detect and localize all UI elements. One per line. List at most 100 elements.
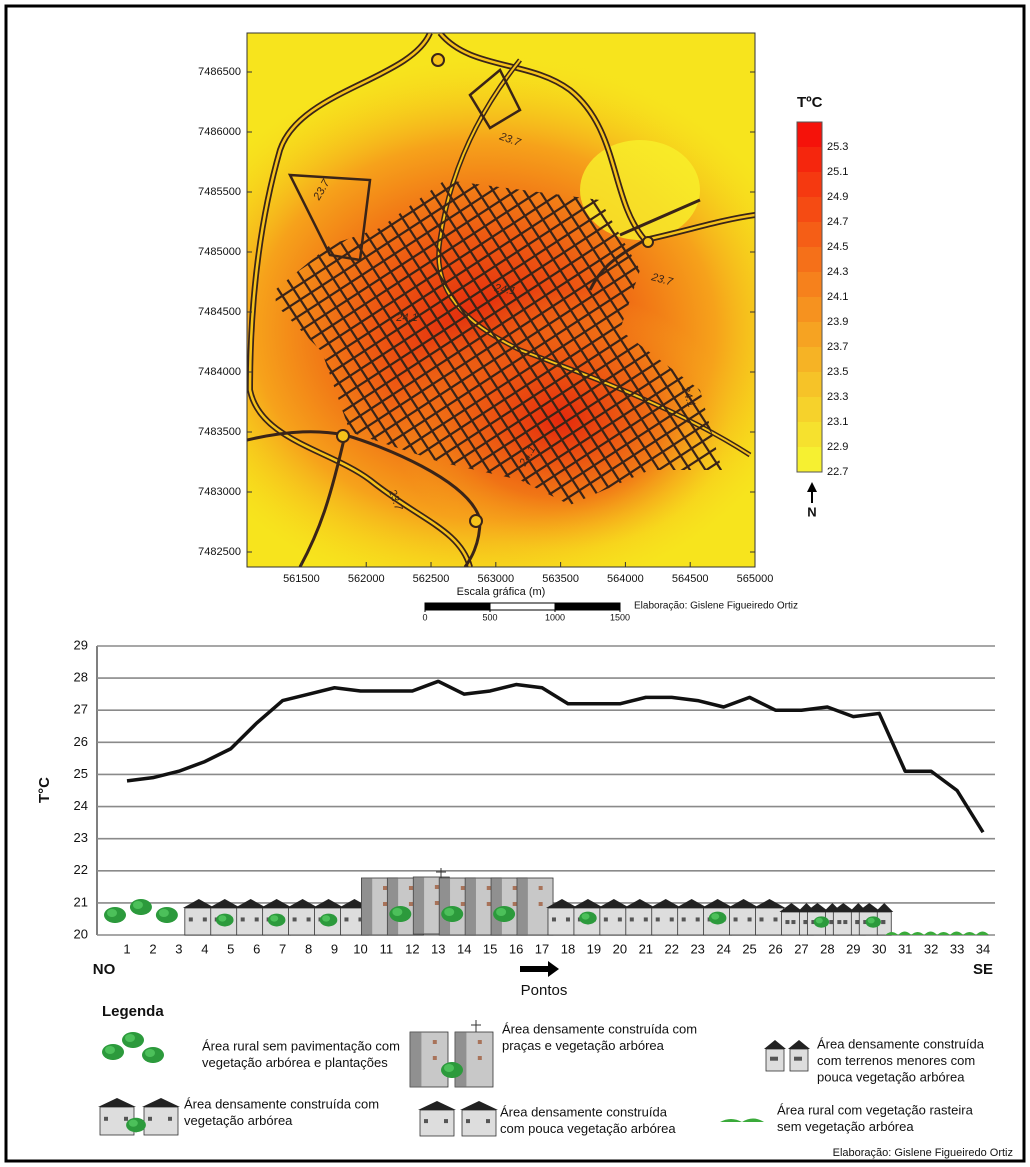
x-tick-label: 33 <box>950 941 964 956</box>
colorbar-tick-label: 24.7 <box>827 216 848 228</box>
window <box>444 1119 448 1123</box>
window <box>837 920 841 924</box>
window <box>785 920 789 924</box>
scale-tick-label: 0 <box>422 612 427 622</box>
legend-text: sem vegetação arbórea <box>777 1119 914 1134</box>
x-tick-label: 31 <box>898 941 912 956</box>
colorbar-cell <box>797 347 822 372</box>
x-tick-label: 8 <box>305 941 312 956</box>
window <box>409 886 413 890</box>
roof <box>875 903 893 912</box>
y-tick-label: 7484500 <box>198 306 241 318</box>
window <box>644 917 648 921</box>
house <box>289 908 317 935</box>
window <box>604 917 608 921</box>
window <box>774 1057 778 1061</box>
roof <box>460 1101 498 1110</box>
tree-crown <box>392 908 402 916</box>
x-tick-label: 28 <box>820 941 834 956</box>
window <box>255 917 259 921</box>
y-axis-label: T°C <box>36 777 53 803</box>
window <box>293 917 297 921</box>
tree-crown <box>125 1034 135 1042</box>
colorbar-tick-label: 24.3 <box>827 266 848 278</box>
window <box>881 920 885 924</box>
house <box>730 908 758 935</box>
land-use-strip <box>104 877 989 935</box>
x-tick-label: 565000 <box>737 573 774 585</box>
roof <box>788 1040 810 1049</box>
start-label: NO <box>93 961 116 978</box>
end-label: SE <box>973 961 993 978</box>
y-tick-label: 7485500 <box>198 186 241 198</box>
x-tick-label: 10 <box>353 941 367 956</box>
legend-text: vegetação arbórea e plantações <box>202 1055 388 1070</box>
x-tick-label: 563500 <box>542 573 579 585</box>
house <box>144 1107 178 1135</box>
x-tick-label: 16 <box>509 941 523 956</box>
x-tick-label: 19 <box>587 941 601 956</box>
tree-crown <box>444 1064 454 1072</box>
x-tick-label: 12 <box>405 941 419 956</box>
window <box>124 1117 128 1121</box>
y-tick-label: 7486500 <box>198 66 241 78</box>
window <box>760 917 764 921</box>
colorbar-cell <box>797 247 822 272</box>
map-x-label: Escala gráfica (m) <box>457 586 546 598</box>
colorbar-cell <box>797 222 822 247</box>
y-tick-label: 26 <box>74 734 88 749</box>
window <box>696 917 700 921</box>
scale-segment <box>555 603 620 610</box>
tree-crown <box>218 915 226 921</box>
tree-crown <box>444 908 454 916</box>
scale-segment <box>490 603 555 610</box>
colorbar-tick-label: 24.9 <box>827 191 848 203</box>
house <box>678 908 706 935</box>
tree-crown <box>105 1046 115 1054</box>
y-tick-label: 7486000 <box>198 126 241 138</box>
window <box>552 917 556 921</box>
x-tick-label: 21 <box>639 941 653 956</box>
window <box>104 1117 108 1121</box>
window <box>148 1117 152 1121</box>
x-tick-label: 11 <box>380 941 394 956</box>
window <box>344 917 348 921</box>
x-tick-label: 9 <box>331 941 338 956</box>
window <box>433 1056 437 1060</box>
colorbar-tick-label: 23.3 <box>827 391 848 403</box>
legend-text: Área densamente construída com <box>502 1021 697 1036</box>
window <box>843 920 847 924</box>
window <box>539 902 543 906</box>
colorbar-cell <box>797 397 822 422</box>
tree-crown <box>496 908 506 916</box>
line <box>127 681 983 832</box>
y-tick-label: 23 <box>74 830 88 845</box>
legend-text: praças e vegetação arbórea <box>502 1038 665 1053</box>
y-tick-label: 7482500 <box>198 546 241 558</box>
grass <box>720 1119 764 1123</box>
legend-text: vegetação arbórea <box>184 1113 293 1128</box>
window <box>461 902 465 906</box>
legend-text: pouca vegetação arbórea <box>817 1069 965 1084</box>
roof <box>418 1101 456 1110</box>
x-tick-label: 29 <box>846 941 860 956</box>
north-arrow <box>807 482 817 503</box>
window <box>435 885 439 889</box>
colorbar-tick-label: 24.5 <box>827 241 848 253</box>
scale-tick-label: 500 <box>482 612 497 622</box>
colorbar-tick-label: 24.1 <box>827 291 848 303</box>
x-tick-label: 15 <box>483 941 497 956</box>
y-tick-label: 20 <box>74 926 88 941</box>
tree-crown <box>107 909 117 917</box>
x-tick-label: 562500 <box>413 573 450 585</box>
colorbar-cell <box>797 372 822 397</box>
x-axis-label: Pontos <box>521 982 568 999</box>
x-tick-label: 3 <box>175 941 182 956</box>
x-tick-label: 561500 <box>283 573 320 585</box>
y-tick-label: 27 <box>74 702 88 717</box>
colorbar-cell <box>797 272 822 297</box>
y-tick-label: 7483500 <box>198 426 241 438</box>
window <box>189 917 193 921</box>
x-tick-label: 4 <box>201 941 208 956</box>
scale-segment <box>425 603 490 610</box>
